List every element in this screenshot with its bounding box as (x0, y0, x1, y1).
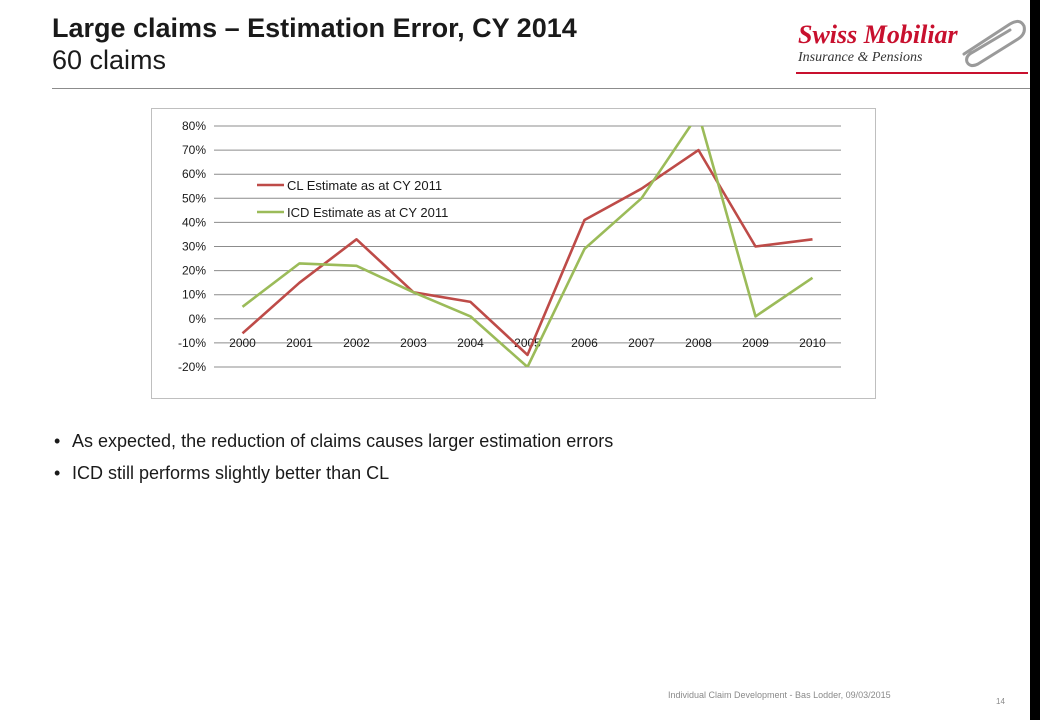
x-tick-label: 2007 (628, 336, 655, 350)
y-tick-label: -10% (178, 336, 206, 350)
x-tick-label: 2000 (229, 336, 256, 350)
logo-brand-text: Swiss Mobiliar (798, 20, 958, 49)
y-tick-label: 10% (182, 288, 206, 302)
y-tick-label: 30% (182, 240, 206, 254)
bullet-item: ICD still performs slightly better than … (52, 462, 952, 494)
x-tick-label: 2003 (400, 336, 427, 350)
y-tick-label: 60% (182, 167, 206, 181)
bullet-list: As expected, the reduction of claims cau… (52, 430, 952, 494)
slide-title-sub: 60 claims (52, 45, 167, 75)
x-tick-label: 2008 (685, 336, 712, 350)
slide-title-main: Large claims – Estimation Error, CY 2014 (52, 13, 577, 43)
slide-title: Large claims – Estimation Error, CY 2014… (52, 12, 772, 76)
x-tick-label: 2006 (571, 336, 598, 350)
y-tick-label: 0% (189, 312, 207, 326)
bullet-item: As expected, the reduction of claims cau… (52, 430, 952, 462)
y-tick-label: 80% (182, 119, 206, 133)
company-logo: Swiss Mobiliar Insurance & Pensions (788, 12, 1030, 78)
logo-subtitle: Insurance & Pensions (798, 50, 923, 65)
x-tick-label: 2002 (343, 336, 370, 350)
x-tick-label: 2004 (457, 336, 484, 350)
logo-underline (796, 72, 1028, 74)
legend-label: CL Estimate as at CY 2011 (287, 178, 442, 193)
slide-footer: Individual Claim Development - Bas Lodde… (668, 690, 891, 700)
y-tick-label: -20% (178, 360, 206, 374)
paperclip-icon (962, 19, 1026, 68)
x-tick-label: 2001 (286, 336, 313, 350)
series-line-icd (241, 126, 814, 367)
title-divider (52, 88, 1030, 89)
estimation-error-chart: 80% 70% 60% 50% 40% 30% 20% 10% 0% -10% -20% 2000 20… (178, 119, 841, 374)
page-number: 14 (996, 697, 1005, 706)
chart-frame: 80% 70% 60% 50% 40% 30% 20% 10% 0% -10% -20% 2000 20… (151, 108, 876, 399)
y-tick-label: 40% (182, 215, 206, 229)
y-tick-label: 20% (182, 264, 206, 278)
x-tick-label: 2009 (742, 336, 769, 350)
x-tick-label: 2010 (799, 336, 826, 350)
legend-label: ICD Estimate as at CY 2011 (287, 205, 448, 220)
y-tick-label: 70% (182, 143, 206, 157)
y-tick-label: 50% (182, 191, 206, 205)
